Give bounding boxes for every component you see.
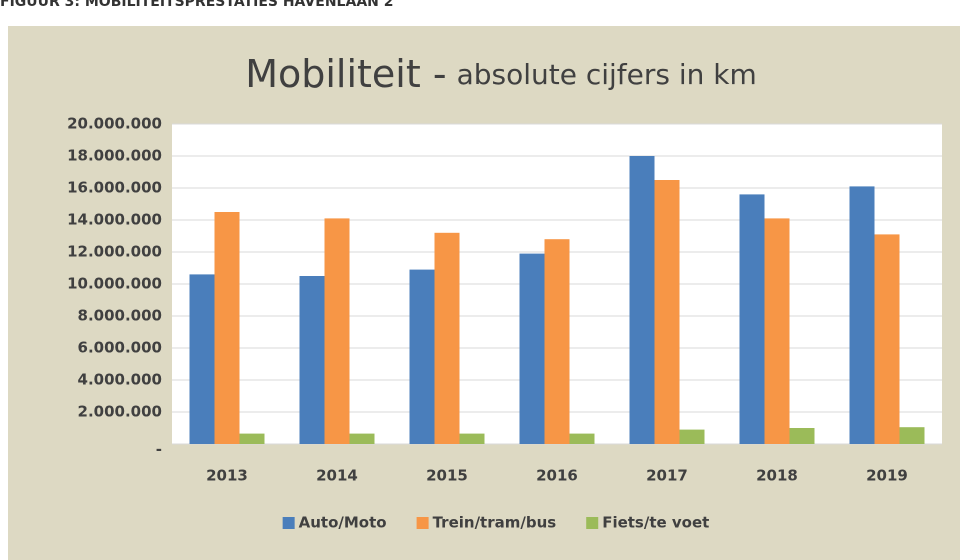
bar	[459, 433, 485, 444]
y-tick-label: -	[156, 441, 162, 459]
figure-header: FIGUUR 3: MOBILITEITSPRESTATIES HAVENLAA…	[0, 0, 393, 10]
bar	[789, 428, 815, 444]
legend-label: Trein/tram/bus	[433, 514, 557, 532]
x-tick-label: 2016	[536, 467, 578, 485]
x-tick-label: 2013	[206, 467, 248, 485]
bar	[214, 212, 240, 444]
bar	[299, 276, 325, 444]
legend-swatch	[416, 517, 429, 529]
y-tick-label: 16.000.000	[67, 179, 162, 197]
chart-title-main: Mobiliteit -	[245, 52, 446, 96]
y-tick-label: 18.000.000	[67, 147, 162, 165]
bar	[629, 156, 655, 444]
x-tick-label: 2018	[756, 467, 798, 485]
y-tick-label: 8.000.000	[78, 307, 162, 325]
bar	[899, 427, 925, 444]
bar	[849, 186, 875, 444]
bar	[239, 433, 265, 444]
chart-title: Mobiliteit - absolute cijfers in km	[245, 52, 757, 96]
legend-label: Fiets/te voet	[602, 514, 709, 532]
x-tick-label: 2019	[866, 467, 908, 485]
bar	[874, 234, 900, 444]
bar	[569, 433, 595, 444]
x-tick-label: 2014	[316, 467, 358, 485]
bar	[434, 232, 460, 444]
bar	[189, 274, 215, 444]
bar	[324, 218, 350, 444]
bar	[654, 180, 680, 444]
y-tick-label: 14.000.000	[67, 211, 162, 229]
bar	[349, 433, 375, 444]
y-tick-label: 20.000.000	[67, 115, 162, 133]
bar	[409, 269, 435, 444]
y-tick-label: 10.000.000	[67, 275, 162, 293]
y-tick-label: 12.000.000	[67, 243, 162, 261]
x-tick-label: 2015	[426, 467, 468, 485]
legend-swatch	[586, 517, 599, 529]
bar	[544, 239, 570, 444]
y-tick-label: 4.000.000	[78, 371, 162, 389]
x-tick-label: 2017	[646, 467, 688, 485]
bar	[679, 429, 705, 444]
chart-subtitle: absolute cijfers in km	[457, 58, 757, 91]
bar	[739, 194, 765, 444]
bar	[764, 218, 790, 444]
y-tick-label: 6.000.000	[78, 339, 162, 357]
bar	[519, 253, 545, 444]
legend-label: Auto/Moto	[299, 514, 387, 532]
legend-swatch	[282, 517, 295, 529]
y-tick-label: 2.000.000	[78, 403, 162, 421]
